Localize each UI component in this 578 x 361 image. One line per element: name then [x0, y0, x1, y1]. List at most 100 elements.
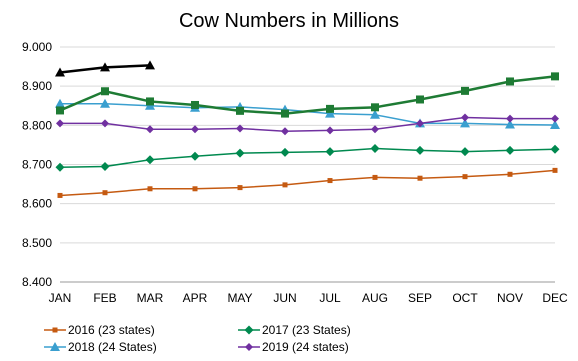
- data-point: [552, 167, 558, 173]
- x-tick-label: APR: [183, 291, 208, 305]
- data-point: [236, 106, 244, 115]
- chart-title: Cow Numbers in Millions: [179, 10, 399, 32]
- data-point: [55, 67, 65, 77]
- data-point: [417, 175, 423, 181]
- data-point: [370, 143, 380, 153]
- x-tick-label: SEP: [408, 291, 432, 305]
- plot-area: [55, 60, 560, 198]
- data-point: [550, 119, 560, 129]
- data-point: [460, 118, 470, 128]
- data-point: [191, 100, 199, 109]
- data-point: [281, 127, 289, 136]
- series-line: [60, 103, 556, 126]
- data-point: [190, 151, 200, 161]
- series-2: [55, 143, 560, 172]
- data-point: [462, 174, 468, 180]
- series-line: [59, 169, 556, 197]
- legend-item: 2018 (24 States): [44, 340, 157, 354]
- data-point: [282, 182, 288, 188]
- data-point: [56, 119, 64, 128]
- x-tick-label: AUG: [362, 291, 388, 305]
- data-point: [235, 148, 245, 158]
- x-tick-label: MAR: [137, 291, 164, 305]
- y-tick-label: 8.400: [22, 275, 52, 289]
- legend-label: 2017 (23 States): [262, 323, 351, 337]
- data-point: [101, 119, 109, 128]
- data-point: [280, 147, 290, 157]
- data-point: [52, 327, 58, 333]
- data-point: [371, 103, 379, 112]
- y-tick-label: 8.800: [22, 118, 52, 132]
- data-point: [237, 185, 243, 191]
- legend-label: 2019 (24 states): [262, 340, 349, 354]
- data-point: [416, 119, 424, 128]
- legend-item: 2017 (23 States): [238, 323, 351, 337]
- series-6: [55, 60, 155, 77]
- data-point: [146, 97, 154, 106]
- series-line: [59, 147, 556, 168]
- data-point: [551, 72, 559, 81]
- legend-item: 2019 (24 states): [238, 340, 349, 354]
- x-tick-label: FEB: [93, 291, 116, 305]
- data-point: [145, 155, 155, 165]
- y-tick-label: 8.900: [22, 79, 52, 93]
- y-tick-label: 8.700: [22, 158, 52, 172]
- data-point: [551, 114, 559, 123]
- x-tick-label: DEC: [542, 291, 568, 305]
- data-point: [192, 186, 198, 192]
- data-point: [415, 145, 425, 155]
- series-1: [57, 167, 558, 198]
- data-point: [145, 60, 155, 70]
- data-point: [281, 109, 289, 118]
- data-point: [325, 108, 335, 118]
- legend-label: 2018 (24 States): [68, 340, 157, 354]
- legend-label: 2016 (23 states): [68, 323, 155, 337]
- data-point: [146, 125, 154, 134]
- data-point: [191, 125, 199, 134]
- series-line: [60, 116, 555, 132]
- data-point: [326, 126, 334, 135]
- data-point: [56, 106, 64, 115]
- data-point: [371, 125, 379, 134]
- gridlines: [60, 46, 555, 283]
- data-point: [370, 109, 380, 119]
- data-point: [416, 95, 424, 104]
- data-point: [55, 162, 65, 172]
- data-point: [461, 86, 469, 95]
- data-point: [327, 178, 333, 184]
- series-3: [55, 98, 560, 129]
- data-point: [236, 124, 244, 133]
- data-point: [101, 87, 109, 96]
- y-tick-label: 8.500: [22, 236, 52, 250]
- y-tick-label: 9.000: [22, 40, 52, 54]
- x-tick-label: JUN: [273, 291, 296, 305]
- data-point: [506, 77, 514, 86]
- legend: 2016 (23 states) 2017 (23 States) 2018 (24…: [44, 323, 351, 354]
- data-point: [507, 171, 513, 177]
- y-tick-label: 8.600: [22, 197, 52, 211]
- series-4: [56, 113, 559, 136]
- data-point: [326, 104, 334, 113]
- data-point: [325, 147, 335, 157]
- data-point: [50, 342, 60, 351]
- data-point: [505, 145, 515, 155]
- data-point: [147, 186, 153, 192]
- x-tick-label: JAN: [49, 291, 72, 305]
- x-tick-label: JUL: [319, 291, 341, 305]
- data-point: [461, 113, 469, 122]
- axes: 8.400 8.500 8.600 8.700 8.800 8.900 9.000 JAN FE…: [22, 40, 568, 305]
- x-tick-label: OCT: [452, 291, 478, 305]
- data-point: [506, 114, 514, 123]
- data-point: [55, 98, 65, 108]
- legend-item: 2016 (23 states): [44, 323, 155, 337]
- data-point: [57, 192, 63, 198]
- data-point: [550, 144, 560, 154]
- data-point: [100, 98, 110, 108]
- data-point: [245, 343, 253, 351]
- x-tick-label: NOV: [497, 291, 523, 305]
- data-point: [244, 325, 254, 335]
- data-point: [102, 190, 108, 196]
- x-tick-label: MAY: [227, 291, 252, 305]
